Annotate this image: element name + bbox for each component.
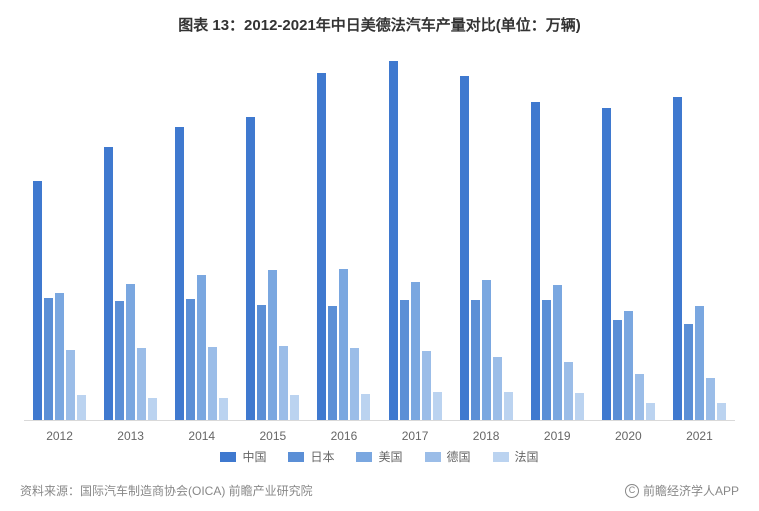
bar — [219, 398, 228, 420]
x-axis-label: 2020 — [615, 429, 642, 443]
bar — [717, 403, 726, 420]
bar — [290, 395, 299, 420]
chart-title: 图表 13：2012-2021年中日美德法汽车产量对比(单位：万辆) — [0, 0, 759, 35]
bar — [66, 350, 75, 420]
legend-swatch — [493, 452, 509, 462]
x-axis-label: 2012 — [46, 429, 73, 443]
legend-swatch — [356, 452, 372, 462]
bar — [542, 300, 551, 420]
bar — [389, 61, 398, 420]
legend-item: 美国 — [356, 448, 402, 465]
legend-swatch — [288, 452, 304, 462]
bar — [422, 351, 431, 420]
bar — [493, 357, 502, 420]
legend-label: 美国 — [378, 448, 402, 465]
bar — [104, 147, 113, 420]
bar — [602, 108, 611, 420]
credit-text: 前瞻经济学人APP — [643, 482, 739, 499]
bar — [148, 398, 157, 420]
bar — [77, 395, 86, 420]
bar — [684, 324, 693, 420]
bar — [460, 76, 469, 420]
legend-item: 德国 — [425, 448, 471, 465]
bar — [646, 403, 655, 420]
x-axis-label: 2017 — [402, 429, 429, 443]
x-axis-label: 2014 — [188, 429, 215, 443]
bar — [673, 97, 682, 420]
bar — [126, 284, 135, 420]
bar — [361, 394, 370, 420]
bar — [695, 306, 704, 420]
bar — [208, 347, 217, 420]
bar — [339, 269, 348, 420]
bar — [279, 346, 288, 420]
bar — [186, 299, 195, 420]
plot-area: 2012201320142015201620172018201920202021 — [24, 50, 735, 421]
x-axis-label: 2019 — [544, 429, 571, 443]
bar — [531, 102, 540, 420]
bar — [55, 293, 64, 420]
bar — [624, 311, 633, 420]
bar — [44, 298, 53, 420]
credit: C 前瞻经济学人APP — [625, 482, 739, 499]
legend-swatch — [425, 452, 441, 462]
bar — [246, 117, 255, 420]
source-text: 资料来源：国际汽车制造商协会(OICA) 前瞻产业研究院 — [20, 482, 313, 499]
bar — [317, 73, 326, 421]
legend-item: 法国 — [493, 448, 539, 465]
bar — [553, 285, 562, 420]
bar — [564, 362, 573, 420]
legend-label: 中国 — [242, 448, 266, 465]
bar — [350, 348, 359, 420]
bar — [328, 306, 337, 420]
x-axis-label: 2016 — [331, 429, 358, 443]
bar — [400, 300, 409, 420]
legend-item: 中国 — [220, 448, 266, 465]
bar — [471, 300, 480, 420]
bar — [268, 270, 277, 420]
bar — [257, 305, 266, 420]
x-axis-label: 2015 — [259, 429, 286, 443]
bar — [706, 378, 715, 420]
footer: 资料来源：国际汽车制造商协会(OICA) 前瞻产业研究院 C 前瞻经济学人APP — [20, 482, 739, 499]
bar — [115, 301, 124, 420]
bar — [504, 392, 513, 420]
bar — [482, 280, 491, 420]
bar — [613, 320, 622, 420]
copyright-icon: C — [625, 484, 639, 498]
bar — [137, 348, 146, 420]
bar — [197, 275, 206, 420]
bar — [411, 282, 420, 421]
chart-container: 图表 13：2012-2021年中日美德法汽车产量对比(单位：万辆) 20122… — [0, 0, 759, 511]
legend-label: 日本 — [310, 448, 334, 465]
legend-label: 法国 — [515, 448, 539, 465]
legend-swatch — [220, 452, 236, 462]
bar — [433, 392, 442, 420]
x-axis-label: 2018 — [473, 429, 500, 443]
x-axis-label: 2013 — [117, 429, 144, 443]
legend: 中国 日本 美国 德国 法国 — [0, 448, 759, 465]
bar — [575, 393, 584, 420]
legend-item: 日本 — [288, 448, 334, 465]
legend-label: 德国 — [447, 448, 471, 465]
x-axis-label: 2021 — [686, 429, 713, 443]
bar — [175, 127, 184, 420]
bar — [635, 374, 644, 420]
bar — [33, 181, 42, 420]
